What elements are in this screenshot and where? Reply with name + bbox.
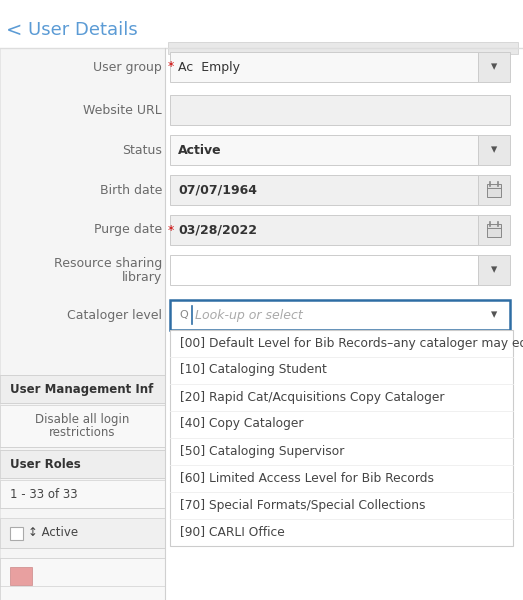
Text: 03/28/2022: 03/28/2022: [178, 223, 257, 236]
Text: User Management Inf: User Management Inf: [10, 383, 153, 395]
Text: library: library: [122, 271, 162, 283]
Text: Ac  Emply: Ac Emply: [178, 61, 240, 73]
Text: [50] Cataloging Supervisor: [50] Cataloging Supervisor: [180, 445, 344, 457]
Bar: [10, 567, 32, 585]
Text: [70] Special Formats/Special Collections: [70] Special Formats/Special Collections: [180, 499, 426, 511]
Bar: [170, 255, 478, 285]
Text: ▾: ▾: [491, 61, 497, 73]
Text: [40] Copy Cataloger: [40] Copy Cataloger: [180, 418, 303, 431]
Bar: [170, 215, 478, 245]
Bar: [170, 300, 510, 330]
Bar: [0, 0, 523, 48]
Text: Active: Active: [178, 143, 222, 157]
Text: Website URL: Website URL: [83, 103, 162, 116]
Bar: [168, 42, 518, 54]
Text: User Roles: User Roles: [10, 457, 81, 470]
Bar: [0, 48, 165, 600]
Text: User group: User group: [93, 61, 162, 73]
Bar: [0, 375, 165, 403]
Text: 07/07/1964: 07/07/1964: [178, 184, 257, 196]
Bar: [10, 527, 23, 540]
Text: User Details: User Details: [28, 21, 138, 39]
Bar: [478, 215, 510, 245]
Text: *: *: [164, 61, 174, 73]
Bar: [0, 450, 165, 478]
Text: [20] Rapid Cat/Acquisitions Copy Cataloger: [20] Rapid Cat/Acquisitions Copy Catalog…: [180, 391, 445, 403]
Bar: [478, 52, 510, 82]
Text: Resource sharing: Resource sharing: [54, 257, 162, 271]
Text: [90] CARLI Office: [90] CARLI Office: [180, 526, 285, 539]
Text: Birth date: Birth date: [99, 184, 162, 196]
Bar: [170, 52, 478, 82]
Text: Cataloger level: Cataloger level: [67, 308, 162, 322]
Text: ↕ Active: ↕ Active: [28, 527, 78, 539]
Bar: [478, 175, 510, 205]
Bar: [478, 135, 510, 165]
Text: Purge date: Purge date: [94, 223, 162, 236]
Bar: [487, 224, 501, 237]
Text: [10] Cataloging Student: [10] Cataloging Student: [180, 364, 327, 377]
Text: restrictions: restrictions: [49, 427, 115, 439]
Bar: [170, 175, 478, 205]
Bar: [170, 95, 510, 125]
Text: [00] Default Level for Bib Records–any cataloger may ed: [00] Default Level for Bib Records–any c…: [180, 337, 523, 349]
Text: 1 - 33 of 33: 1 - 33 of 33: [10, 487, 77, 500]
Text: <: <: [6, 20, 22, 40]
Text: [60] Limited Access Level for Bib Records: [60] Limited Access Level for Bib Record…: [180, 472, 434, 485]
Bar: [170, 330, 513, 546]
Text: *: *: [164, 223, 174, 236]
Text: Look-up or select: Look-up or select: [195, 308, 303, 322]
Text: Status: Status: [122, 143, 162, 157]
Text: ▾: ▾: [491, 143, 497, 157]
Bar: [0, 558, 165, 600]
Text: Q: Q: [179, 310, 188, 320]
Bar: [0, 558, 165, 586]
Bar: [0, 518, 165, 548]
Text: ▾: ▾: [491, 308, 497, 322]
Bar: [478, 255, 510, 285]
Text: Disable all login: Disable all login: [35, 413, 129, 427]
Bar: [0, 405, 165, 447]
Bar: [487, 184, 501, 197]
Text: ▾: ▾: [491, 263, 497, 277]
Bar: [0, 480, 165, 508]
Bar: [170, 135, 478, 165]
